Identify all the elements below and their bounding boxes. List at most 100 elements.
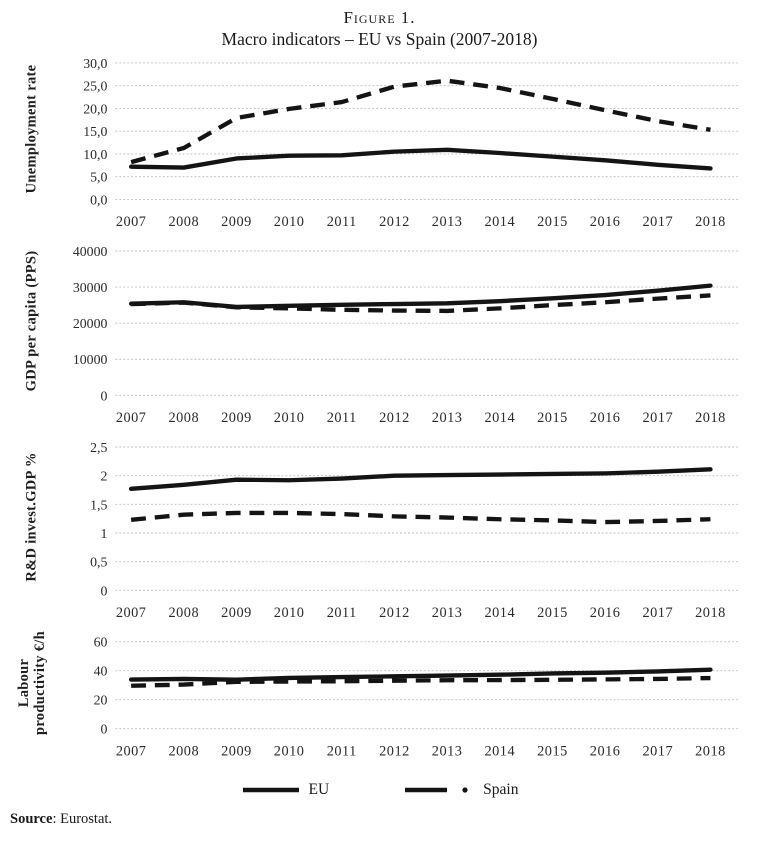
y-tick-label: 5,0	[90, 170, 107, 185]
x-tick-label: 2012	[379, 605, 410, 621]
x-tick-label: 2017	[642, 410, 673, 426]
eu-line	[128, 283, 713, 310]
x-tick-label: 2015	[537, 743, 568, 759]
y-tick-label: 30,0	[83, 56, 107, 71]
figure-title: Macro indicators – EU vs Spain (2007-201…	[221, 29, 538, 49]
y-axis-label-wrap: GDP per capita (PPS)	[8, 242, 56, 434]
y-axis-label-wrap: R&D invest.GDP %	[8, 438, 56, 629]
y-axis-label-unemployment: Unemployment rate	[23, 64, 40, 194]
x-tick-label: 2016	[590, 743, 621, 759]
chart-row-gdp: GDP per capita (PPS) 0 10000 20000 30000 400…	[8, 242, 751, 434]
x-tick-label: 2008	[168, 743, 199, 759]
x-tick-label: 2018	[695, 214, 726, 230]
spain-line	[131, 293, 711, 314]
eu-solid-line-sample	[242, 787, 299, 793]
y-tick-label: 10000	[73, 352, 108, 367]
y-tick-label: 2,5	[90, 440, 107, 455]
spain-dashed-line-sample	[405, 787, 468, 793]
x-tick-label: 2013	[432, 743, 463, 759]
y-tick-label: 40000	[73, 244, 108, 259]
x-tick-label: 2018	[695, 743, 726, 759]
x-tick-label: 2011	[327, 214, 357, 230]
x-tick-label: 2009	[221, 410, 252, 426]
eu-line	[128, 467, 713, 492]
x-tick-label: 2015	[537, 214, 568, 230]
x-tick-label: 2017	[642, 743, 673, 759]
x-tick-label: 2013	[432, 410, 463, 426]
legend-label-eu: EU	[308, 781, 330, 798]
y-tick-label: 0	[100, 388, 107, 403]
x-tick-label: 2012	[379, 743, 410, 759]
y-axis-label-wrap: Unemployment rate	[8, 54, 56, 238]
chart-row-productivity: Labour productivity €/h 0 20 40 60 2007 2008 2…	[8, 631, 751, 767]
y-tick-label: 10,0	[83, 147, 107, 162]
x-tick-label: 2017	[642, 214, 673, 230]
x-tick-label: 2008	[168, 605, 199, 621]
legend: EU Spain	[8, 781, 751, 799]
chart-row-rd: R&D invest.GDP % 0 0,5 1 1,5 2 2,5 2007 2008 200…	[8, 438, 751, 629]
y-tick-label: 1,5	[90, 497, 107, 512]
spain-line	[130, 78, 711, 165]
x-tick-label: 2015	[537, 410, 568, 426]
y-tick-label: 30000	[73, 280, 108, 295]
x-tick-label: 2010	[274, 605, 305, 621]
y-tick-label: 1	[100, 526, 107, 541]
y-axis-label-gdp: GDP per capita (PPS)	[23, 250, 40, 392]
labour-productivity-chart: 0 20 40 60 2007 2008 2009 2010 2011 2012 2013 2014 2…	[94, 635, 739, 759]
y-axis-label-productivity: Labour productivity €/h	[15, 630, 48, 736]
unemployment-chart: 0,0 5,0 10,0 15,0 20,0 25,0 30,0 2007 2008 2009 20…	[83, 56, 739, 230]
x-tick-label: 2007	[116, 214, 147, 230]
y-axis-label-wrap: Labour productivity €/h	[8, 631, 56, 767]
source-text: : Eurostat.	[52, 811, 113, 827]
x-tick-label: 2008	[168, 214, 199, 230]
x-tick-label: 2012	[379, 410, 410, 426]
y-tick-label: 20	[94, 693, 108, 708]
x-tick-label: 2014	[484, 410, 515, 426]
x-tick-label: 2018	[695, 605, 726, 621]
spain-line	[131, 675, 711, 688]
y-tick-label: 40	[94, 664, 108, 679]
eu-line	[128, 667, 713, 682]
x-tick-label: 2014	[484, 605, 515, 621]
y-tick-label: 0	[100, 722, 107, 737]
y-tick-label: 0	[100, 583, 107, 598]
x-tick-label: 2009	[221, 214, 252, 230]
y-tick-label: 15,0	[83, 124, 107, 139]
x-tick-label: 2016	[590, 605, 621, 621]
gdp-per-capita-chart: 0 10000 20000 30000 40000 2007 2008 2009 2010 201…	[73, 244, 739, 426]
x-tick-label: 2016	[590, 214, 621, 230]
figure-titles: Figure 1. Macro indicators – EU vs Spain…	[8, 8, 751, 50]
x-tick-label: 2007	[116, 605, 147, 621]
x-tick-label: 2011	[327, 605, 357, 621]
spain-line	[130, 510, 711, 525]
x-tick-label: 2010	[274, 214, 305, 230]
x-tick-label: 2014	[484, 214, 515, 230]
x-tick-label: 2007	[116, 410, 147, 426]
x-tick-label: 2014	[484, 743, 515, 759]
x-tick-label: 2015	[537, 605, 568, 621]
legend-label-spain: Spain	[483, 781, 519, 798]
chart-row-unemployment: Unemployment rate 0,0 5,0 10,0 15,0 20,0 25,0…	[8, 54, 751, 238]
legend-item-eu: EU	[241, 781, 330, 799]
y-tick-label: 0,5	[90, 555, 107, 570]
figure-number: Figure 1.	[343, 8, 416, 27]
x-tick-label: 2017	[642, 605, 673, 621]
legend-item-spain: Spain	[403, 781, 518, 799]
x-tick-label: 2011	[327, 410, 357, 426]
x-tick-label: 2012	[379, 214, 410, 230]
x-tick-label: 2013	[432, 605, 463, 621]
source-note: Source: Eurostat.	[8, 811, 751, 828]
x-tick-label: 2016	[590, 410, 621, 426]
x-tick-label: 2010	[274, 743, 305, 759]
y-tick-label: 60	[94, 635, 108, 650]
y-axis-label-rd: R&D invest.GDP %	[23, 451, 40, 582]
y-tick-label: 0,0	[90, 192, 107, 207]
x-tick-label: 2013	[432, 214, 463, 230]
y-tick-label: 25,0	[83, 79, 107, 94]
x-tick-label: 2009	[221, 743, 252, 759]
x-tick-label: 2008	[168, 410, 199, 426]
y-tick-label: 20,0	[83, 101, 107, 116]
x-tick-label: 2011	[327, 743, 357, 759]
y-tick-label: 2	[100, 469, 107, 484]
